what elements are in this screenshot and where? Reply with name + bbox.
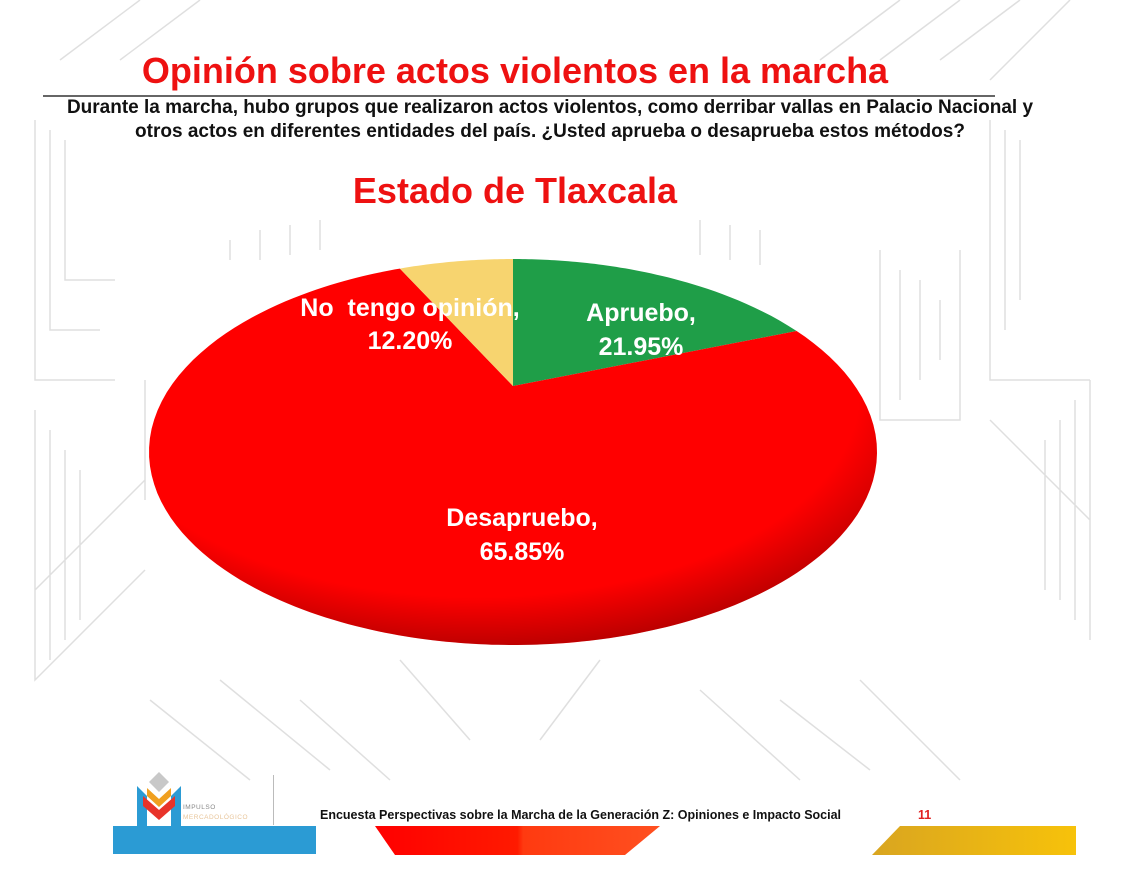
slice-label-desapruebo: Desapruebo, (446, 504, 597, 532)
slide-title: Opinión sobre actos violentos en la marc… (141, 50, 889, 91)
slice-value-sin-opinion: 12.20% (368, 327, 453, 355)
footer-divider (273, 775, 274, 825)
logo-icon (137, 772, 181, 828)
footer-survey-title: Encuesta Perspectivas sobre la Marcha de… (320, 808, 842, 822)
footer-red-band (375, 826, 660, 855)
slice-label-sin-opinion: No tengo opinión, (300, 294, 519, 322)
slice-value-desapruebo: 65.85% (480, 538, 565, 566)
slide-subtitle: Estado de Tlaxcala (352, 170, 678, 211)
title-divider (43, 95, 995, 97)
footer-blue-bar (113, 826, 316, 854)
footer-gold-band (872, 826, 1076, 855)
page-number: 11 (918, 808, 932, 822)
survey-question: Durante la marcha, hubo grupos que reali… (66, 97, 1034, 142)
logo-text-line1: IMPULSO (183, 804, 216, 811)
logo-text-line2: MERCADOLÓGICO (183, 814, 249, 821)
slice-label-apruebo: Apruebo, (586, 299, 696, 327)
slice-value-apruebo: 21.95% (599, 333, 684, 361)
